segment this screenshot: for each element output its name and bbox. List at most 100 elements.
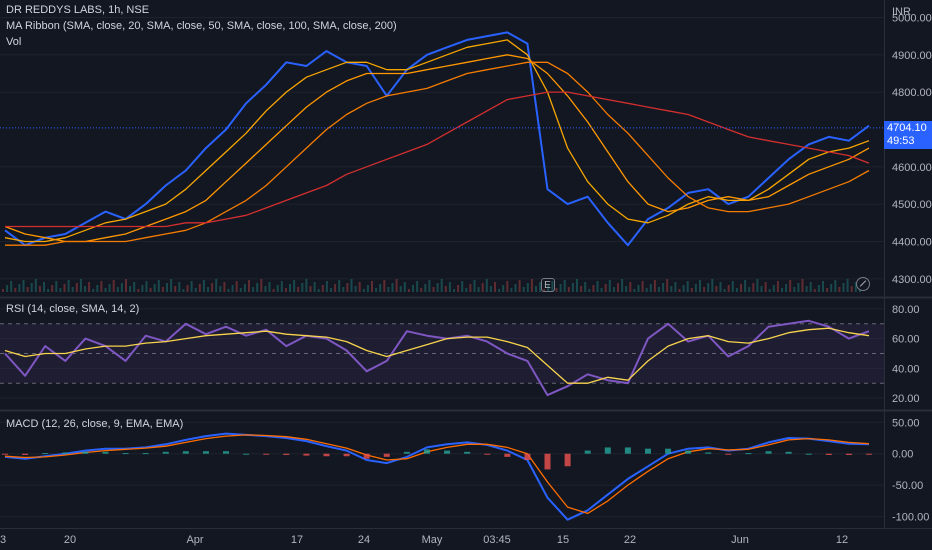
volume-bar (313, 282, 316, 292)
volume-bar (403, 282, 406, 292)
volume-bar (625, 286, 628, 292)
volume-bar (448, 282, 451, 292)
volume-bar (502, 285, 505, 292)
volume-bar (412, 285, 414, 292)
volume-bar (330, 288, 332, 292)
volume-bar (752, 283, 755, 292)
volume-bar (293, 280, 296, 292)
volume-bar (22, 280, 25, 292)
volume-bar (826, 288, 829, 292)
macd-hist-bar (423, 449, 430, 454)
volume-legend[interactable]: Vol (6, 36, 22, 48)
volume-bar (793, 287, 796, 292)
volume-bar (125, 279, 127, 292)
volume-bar (276, 285, 279, 292)
volume-bar (75, 283, 78, 292)
volume-bar (149, 288, 152, 292)
volume-bar (92, 289, 95, 292)
volume-bar (112, 280, 115, 292)
volume-bar (834, 280, 837, 292)
volume-bar (338, 280, 341, 292)
macd-hist-bar (564, 453, 571, 467)
symbol-title[interactable]: DR REDDYS LABS, 1h, NSE (6, 4, 150, 16)
volume-bar (621, 279, 624, 292)
y-tick-label-macd: -50.00 (892, 480, 923, 492)
volume-bar (346, 283, 349, 292)
macd-hist-bar (825, 453, 832, 455)
macd-legend[interactable]: MACD (12, 26, close, 9, EMA, EMA) (6, 418, 184, 430)
macd-hist-bar (62, 452, 69, 454)
volume-bar (100, 281, 103, 292)
volume-bar (846, 279, 849, 292)
volume-bar (715, 286, 718, 292)
volume-bar (690, 288, 693, 292)
volume-bar (252, 287, 255, 292)
price-axis[interactable]: 5000.00 4900.00 4800.00 4600.00 4500.00 4400.… (892, 12, 932, 523)
volume-bar (768, 289, 771, 292)
volume-bar (198, 284, 201, 292)
alert-icon-slash (859, 280, 867, 287)
volume-bar (641, 281, 644, 292)
earnings-marker[interactable]: E (540, 278, 555, 292)
macd-hist-bar (785, 451, 792, 454)
volume-bar (116, 287, 119, 292)
volume-bar (297, 287, 300, 292)
volume-bar (120, 283, 123, 292)
macd-hist-bar (142, 453, 149, 455)
macd-hist-bar (223, 451, 230, 454)
volume-bar (67, 280, 70, 292)
volume-bar (358, 282, 361, 292)
volume-bar (600, 288, 603, 292)
volume-bar (580, 286, 583, 292)
volume-bar (30, 283, 33, 292)
volume-bar (399, 286, 402, 292)
macd-hist-bar (283, 453, 290, 455)
volume-bar (18, 284, 21, 292)
rsi-legend[interactable]: RSI (14, close, SMA, 14, 2) (6, 303, 140, 315)
macd-hist-bar (745, 453, 752, 455)
volume-bar (34, 279, 37, 292)
volume-bar (682, 285, 685, 292)
volume-bar (785, 284, 788, 292)
macd-hist-bar (363, 453, 370, 459)
volume-bar (772, 285, 775, 292)
ma-ribbon-legend[interactable]: MA Ribbon (SMA, close, 20, SMA, close, 5… (6, 20, 397, 32)
volume-bar (43, 282, 45, 292)
volume-bar (596, 281, 599, 292)
macd-hist-bar (644, 448, 651, 454)
series-line-sma200 (5, 91, 870, 228)
volume-bar (494, 282, 496, 292)
time-axis[interactable]: 3 20 Apr 17 24 May 03:45 15 22 Jun 12 (0, 534, 848, 546)
volume-bar (805, 286, 808, 292)
volume-bar (822, 281, 824, 292)
volume-bar (428, 280, 431, 292)
volume-bars (2, 279, 861, 292)
macd-hist-bar (122, 453, 129, 455)
volume-bar (711, 279, 714, 292)
volume-bar (555, 288, 558, 292)
volume-bar (416, 281, 419, 292)
volume-bar (51, 285, 54, 292)
volume-bar (260, 279, 263, 292)
macd-hist-bar (323, 453, 330, 457)
volume-bar (567, 287, 570, 292)
y-tick-label-price: 4500.00 (892, 199, 932, 211)
volume-bar (305, 279, 308, 292)
volume-bar (440, 279, 443, 292)
volume-bar (207, 287, 209, 292)
macd-hist-bar (22, 453, 29, 455)
volume-bar (366, 285, 369, 292)
volume-bar (604, 284, 607, 292)
volume-bar (850, 286, 853, 292)
volume-bar (854, 282, 857, 292)
volume-bar (629, 282, 632, 292)
macd-hist-bar (805, 453, 812, 455)
volume-bar (645, 288, 648, 292)
x-tick-label: 03:45 (483, 534, 511, 546)
series-line-sma20 (4, 39, 870, 243)
volume-bar (563, 280, 566, 292)
alert-icon[interactable] (856, 277, 870, 291)
volume-bar (301, 283, 304, 292)
macd-hist-bar (403, 451, 410, 454)
